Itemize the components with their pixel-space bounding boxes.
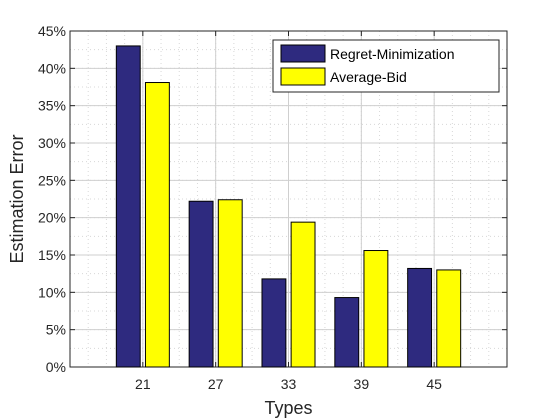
- y-tick-label: 30%: [38, 135, 66, 151]
- legend-swatch-average-bid: [280, 67, 326, 86]
- bar-average-bid-45: [436, 269, 462, 368]
- bar-average-bid-39: [363, 250, 389, 368]
- x-tick-label: 27: [208, 376, 224, 392]
- bar-regret-minimization-33: [261, 278, 287, 368]
- x-tick-label: 21: [135, 376, 151, 392]
- bar-average-bid-27: [217, 199, 243, 368]
- x-tick-label: 39: [354, 376, 370, 392]
- y-tick-label: 20%: [38, 210, 66, 226]
- y-tick-label: 5%: [46, 322, 66, 338]
- x-axis-title: Types: [264, 398, 312, 418]
- bars: [115, 45, 462, 368]
- y-tick-label: 0%: [46, 359, 66, 375]
- y-tick-label: 15%: [38, 247, 66, 263]
- y-axis-title: Estimation Error: [7, 134, 27, 263]
- bar-average-bid-33: [290, 221, 316, 368]
- x-tick-label: 33: [281, 376, 297, 392]
- bar-regret-minimization-39: [334, 297, 360, 368]
- legend-swatch-regret-minimization: [280, 44, 326, 63]
- legend: Regret-Minimization Average-Bid: [272, 39, 500, 93]
- y-tick-label: 10%: [38, 284, 66, 300]
- bar-regret-minimization-27: [188, 200, 214, 368]
- legend-label-average-bid: Average-Bid: [330, 69, 407, 85]
- y-tick-label: 45%: [38, 23, 66, 39]
- legend-label-regret-minimization: Regret-Minimization: [330, 46, 454, 62]
- axis-ticks: 0% 5% 10% 15% 20% 25% 30% 35% 40% 45% 21 27 33 39 45: [38, 23, 507, 392]
- bar-regret-minimization-21: [115, 45, 141, 368]
- x-tick-label: 45: [426, 376, 442, 392]
- y-tick-label: 35%: [38, 98, 66, 114]
- bar-average-bid-21: [144, 82, 170, 368]
- y-tick-label: 25%: [38, 172, 66, 188]
- bar-regret-minimization-45: [407, 267, 433, 368]
- y-tick-label: 40%: [38, 60, 66, 76]
